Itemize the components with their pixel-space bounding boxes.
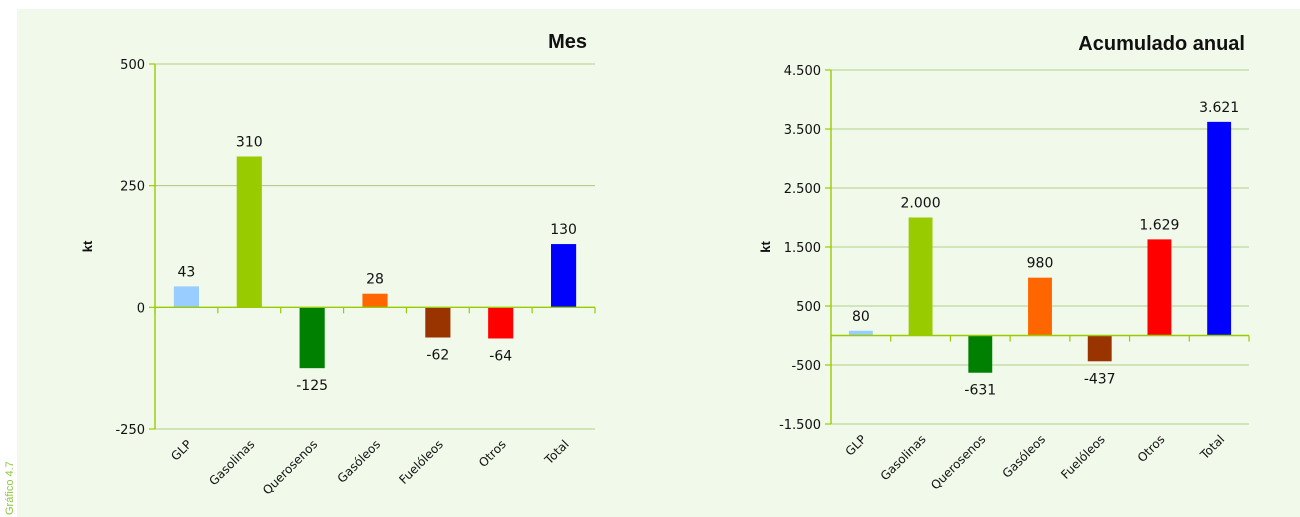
- data-label: 43: [178, 264, 196, 280]
- y-tick-label: -500: [791, 359, 821, 374]
- data-label: 980: [1027, 256, 1054, 272]
- data-label: -631: [964, 383, 996, 399]
- x-tick-label: Fuelóleos: [1058, 432, 1108, 482]
- y-tick-label: 500: [120, 58, 145, 73]
- bar-gasolinas: [236, 156, 262, 308]
- y-tick-label: -250: [115, 423, 145, 438]
- x-tick-label: Gasóleos: [1000, 432, 1048, 480]
- x-tick-label: GLP: [843, 432, 869, 458]
- y-tick-label: 1.500: [784, 241, 821, 256]
- x-tick-label: Gasolinas: [878, 432, 929, 483]
- bar-total: [1207, 121, 1232, 336]
- chart-title: Acumulado anual: [1078, 33, 1245, 55]
- x-tick-label: Total: [1197, 432, 1227, 462]
- data-label: 80: [852, 309, 870, 325]
- bar-total: [551, 244, 577, 308]
- data-label: 2.000: [901, 196, 941, 212]
- y-tick-label: 500: [796, 300, 821, 315]
- bar-gasoleos: [1028, 277, 1052, 336]
- data-label: 130: [550, 222, 577, 238]
- y-tick-label: 4.500: [784, 64, 821, 79]
- bar-querosenos: [299, 307, 325, 369]
- y-tick-label: 0: [137, 301, 145, 316]
- data-label: -125: [296, 378, 328, 394]
- data-label: -437: [1084, 371, 1116, 387]
- bar-gasolinas: [908, 217, 933, 336]
- x-tick-label: Querosenos: [928, 432, 988, 492]
- data-label: 1.629: [1139, 217, 1179, 233]
- bar-otros: [1147, 239, 1172, 336]
- y-tick-label: 2.500: [784, 182, 821, 197]
- data-label: 3.621: [1199, 100, 1239, 116]
- bar-gasoleos: [362, 293, 388, 308]
- chart-title: Mes: [548, 31, 587, 53]
- data-label: 28: [366, 272, 384, 288]
- y-axis-label: kt: [758, 241, 773, 253]
- bar-fueloleos: [425, 307, 451, 338]
- x-tick-label: Otros: [1135, 432, 1168, 465]
- bar-fueloleos: [1087, 335, 1112, 362]
- bar-glp: [173, 286, 199, 308]
- y-tick-label: 3.500: [784, 123, 821, 138]
- y-tick-label: -1.500: [779, 418, 821, 433]
- bar-glp: [848, 330, 873, 336]
- data-label: 310: [236, 134, 263, 150]
- data-label: -62: [426, 348, 449, 364]
- chart-panel: [17, 9, 1300, 517]
- data-label: -64: [489, 348, 512, 364]
- y-axis-label: kt: [80, 240, 95, 252]
- y-tick-label: 250: [120, 180, 145, 195]
- bar-querosenos: [968, 335, 993, 373]
- bar-otros: [488, 307, 514, 339]
